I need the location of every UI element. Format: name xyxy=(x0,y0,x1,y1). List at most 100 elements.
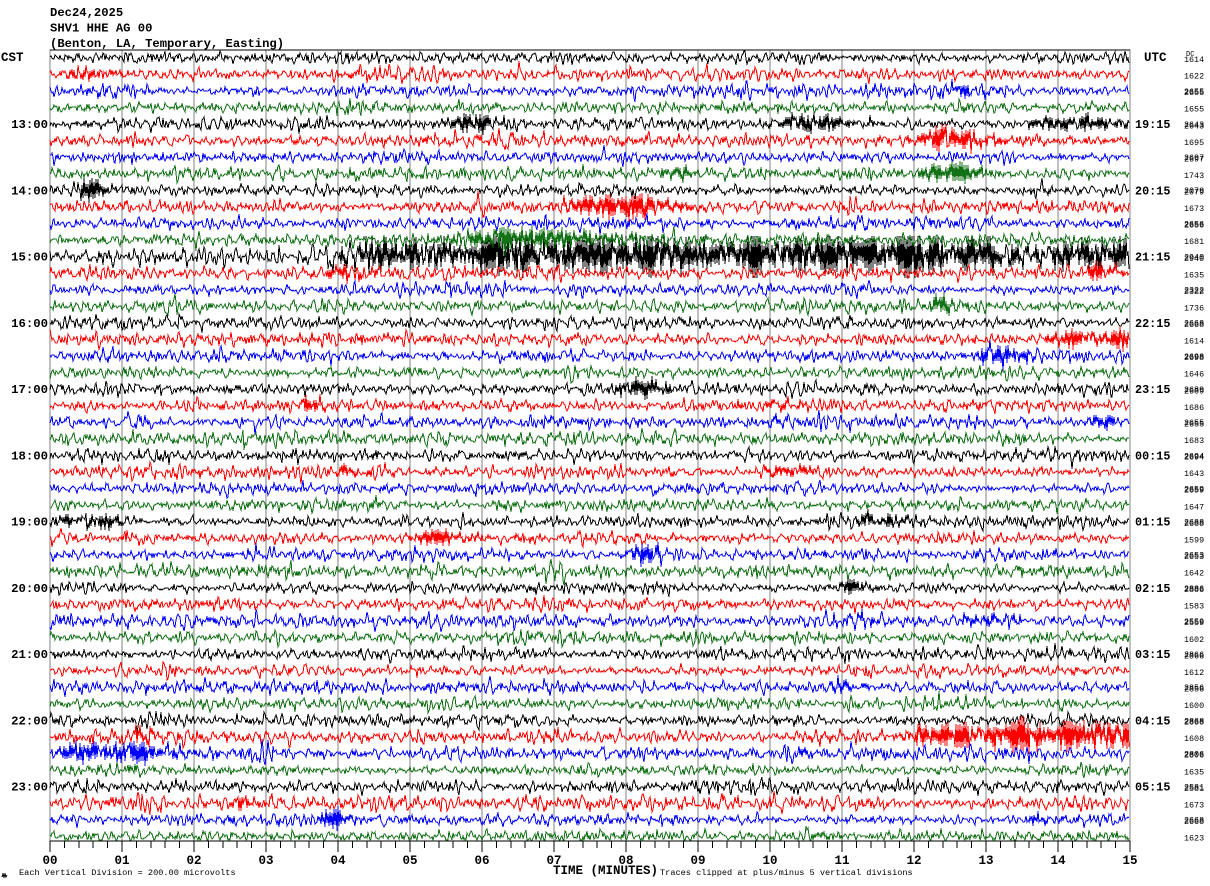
svg-text:2079: 2079 xyxy=(1184,186,1204,196)
svg-text:15: 15 xyxy=(1122,854,1137,868)
svg-text:05:15: 05:15 xyxy=(1135,781,1170,795)
svg-text:1743: 1743 xyxy=(1184,171,1204,181)
svg-text:2866: 2866 xyxy=(1184,651,1204,661)
svg-text:1635: 1635 xyxy=(1184,270,1204,280)
svg-text:2694: 2694 xyxy=(1184,451,1204,461)
svg-text:2940: 2940 xyxy=(1184,252,1204,262)
svg-text:12: 12 xyxy=(906,854,921,868)
svg-text:Each Vertical Division = 200.: Each Vertical Division = 200.00 microvol… xyxy=(19,868,236,878)
svg-text:13:00: 13:00 xyxy=(11,118,48,132)
svg-text:2668: 2668 xyxy=(1184,319,1204,329)
svg-text:1635: 1635 xyxy=(1184,767,1204,777)
svg-text:1646: 1646 xyxy=(1184,370,1204,380)
svg-text:1600: 1600 xyxy=(1184,701,1204,711)
svg-text:13: 13 xyxy=(978,854,993,868)
svg-text:2643: 2643 xyxy=(1184,120,1204,130)
svg-text:2868: 2868 xyxy=(1184,718,1204,728)
svg-text:DC: DC xyxy=(1186,51,1194,59)
svg-text:09: 09 xyxy=(690,854,705,868)
svg-text:2856: 2856 xyxy=(1184,683,1204,693)
svg-text:2694: 2694 xyxy=(1184,453,1204,463)
svg-text:2655: 2655 xyxy=(1184,419,1204,429)
svg-text:2656: 2656 xyxy=(1184,219,1204,229)
svg-text:2655: 2655 xyxy=(1184,87,1204,97)
svg-text:03: 03 xyxy=(258,854,273,868)
svg-text:21:00: 21:00 xyxy=(11,648,48,662)
svg-text:22:00: 22:00 xyxy=(11,714,48,728)
svg-text:2689: 2689 xyxy=(1184,385,1204,395)
svg-text:01: 01 xyxy=(114,854,129,868)
svg-text:2806: 2806 xyxy=(1184,751,1204,761)
svg-text:2559: 2559 xyxy=(1184,617,1204,627)
svg-text:06: 06 xyxy=(474,854,489,868)
svg-text:2940: 2940 xyxy=(1184,254,1204,264)
svg-text:1612: 1612 xyxy=(1184,668,1204,678)
svg-text:Dec24,2025: Dec24,2025 xyxy=(50,6,123,20)
svg-text:2668: 2668 xyxy=(1184,816,1204,826)
svg-text:2698: 2698 xyxy=(1184,353,1204,363)
svg-text:1623: 1623 xyxy=(1184,834,1204,844)
svg-text:1647: 1647 xyxy=(1184,502,1204,512)
svg-text:23:00: 23:00 xyxy=(11,781,48,795)
svg-text:2886: 2886 xyxy=(1184,584,1204,594)
svg-text:14:00: 14:00 xyxy=(11,184,48,198)
svg-text:2806: 2806 xyxy=(1184,749,1204,759)
svg-text:1622: 1622 xyxy=(1184,72,1204,82)
svg-text:1643: 1643 xyxy=(1184,469,1204,479)
svg-text:23:15: 23:15 xyxy=(1135,383,1170,397)
svg-text:2688: 2688 xyxy=(1184,519,1204,529)
svg-text:1583: 1583 xyxy=(1184,602,1204,612)
svg-text:20:00: 20:00 xyxy=(11,582,48,596)
svg-text:2866: 2866 xyxy=(1184,650,1204,660)
svg-text:2559: 2559 xyxy=(1184,618,1204,628)
svg-text:00: 00 xyxy=(42,854,57,868)
svg-text:Traces clipped at plus/minus 5: Traces clipped at plus/minus 5 vertical … xyxy=(660,868,913,878)
svg-text:1608: 1608 xyxy=(1184,734,1204,744)
svg-text:2659: 2659 xyxy=(1184,484,1204,494)
svg-text:19:00: 19:00 xyxy=(11,516,48,530)
svg-text:07: 07 xyxy=(546,854,561,868)
svg-text:2655: 2655 xyxy=(1184,418,1204,428)
svg-text:2868: 2868 xyxy=(1184,716,1204,726)
svg-text:SHV1 HHE AG 00: SHV1 HHE AG 00 xyxy=(50,22,152,36)
svg-text:2656: 2656 xyxy=(1184,221,1204,231)
svg-text:08: 08 xyxy=(618,854,633,868)
svg-text:2322: 2322 xyxy=(1184,287,1204,297)
svg-text:15:00: 15:00 xyxy=(11,251,48,265)
svg-text:1673: 1673 xyxy=(1184,204,1204,214)
svg-text:18:00: 18:00 xyxy=(11,449,48,463)
svg-text:2322: 2322 xyxy=(1184,286,1204,296)
svg-text:2668: 2668 xyxy=(1184,320,1204,330)
svg-text:2581: 2581 xyxy=(1184,783,1204,793)
svg-text:1642: 1642 xyxy=(1184,569,1204,579)
svg-text:20:15: 20:15 xyxy=(1135,184,1170,198)
svg-text:2643: 2643 xyxy=(1184,121,1204,131)
svg-text:(Benton, LA, Temporary, Eastin: (Benton, LA, Temporary, Easting) xyxy=(50,37,284,51)
svg-text:TIME (MINUTES): TIME (MINUTES) xyxy=(553,864,658,878)
svg-text:16:00: 16:00 xyxy=(11,317,48,331)
svg-text:CST: CST xyxy=(1,51,24,65)
svg-text:04: 04 xyxy=(330,854,346,868)
svg-text:1614: 1614 xyxy=(1184,337,1204,347)
svg-text:2856: 2856 xyxy=(1184,684,1204,694)
svg-text:19:15: 19:15 xyxy=(1135,118,1170,132)
svg-text:1602: 1602 xyxy=(1184,635,1204,645)
svg-text:2079: 2079 xyxy=(1184,188,1204,198)
svg-text:UTC: UTC xyxy=(1144,51,1167,65)
svg-text:01:15: 01:15 xyxy=(1135,516,1170,530)
svg-text:03:15: 03:15 xyxy=(1135,648,1170,662)
svg-text:14: 14 xyxy=(1050,854,1066,868)
svg-text:1673: 1673 xyxy=(1184,800,1204,810)
svg-text:1695: 1695 xyxy=(1184,138,1204,148)
svg-text:2653: 2653 xyxy=(1184,551,1204,561)
svg-text:04:15: 04:15 xyxy=(1135,714,1170,728)
svg-text:2653: 2653 xyxy=(1184,552,1204,562)
svg-text:2697: 2697 xyxy=(1184,153,1204,163)
svg-text:2697: 2697 xyxy=(1184,154,1204,164)
svg-text:02:15: 02:15 xyxy=(1135,582,1170,596)
svg-text:1655: 1655 xyxy=(1184,105,1204,115)
svg-text:1686: 1686 xyxy=(1184,403,1204,413)
svg-text:2668: 2668 xyxy=(1184,817,1204,827)
svg-text:2689: 2689 xyxy=(1184,386,1204,396)
svg-text:00:15: 00:15 xyxy=(1135,449,1170,463)
